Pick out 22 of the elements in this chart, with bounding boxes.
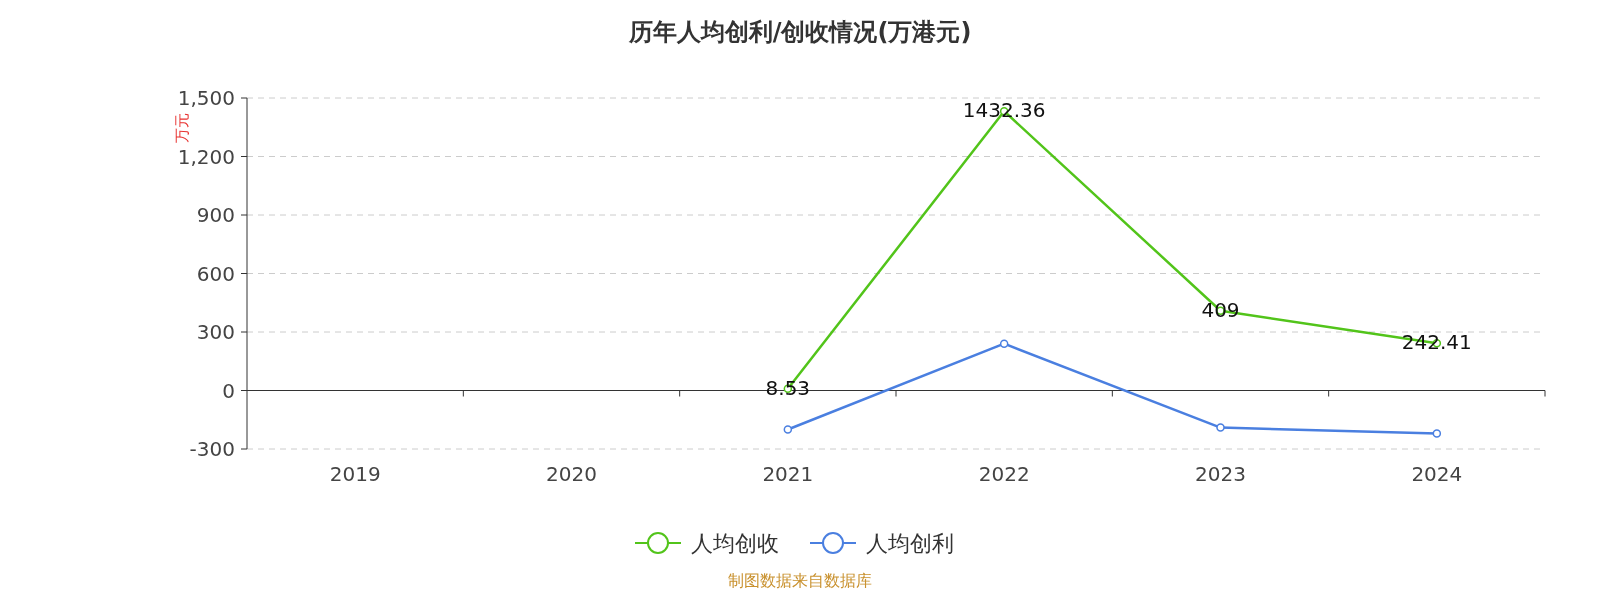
point bbox=[999, 339, 1009, 348]
x-tick-label: 2022 bbox=[978, 462, 1030, 486]
x-tick-label: 2023 bbox=[1195, 462, 1246, 486]
x-tick-label: 2019 bbox=[329, 462, 381, 486]
y-tick-label: 600 bbox=[196, 261, 235, 286]
x-tick-label: 2020 bbox=[546, 462, 597, 486]
y-tick-label: 900 bbox=[196, 203, 235, 227]
y-axis-title: 万元 bbox=[173, 113, 191, 143]
x-tick-label: 2024 bbox=[1411, 462, 1463, 486]
legend-label: 人均创利 bbox=[866, 530, 954, 556]
y-tick-label: 1,200 bbox=[177, 144, 235, 169]
chart-title: 历年人均创利/创收情况(万港元) bbox=[627, 18, 972, 46]
legend-label: 人均创收 bbox=[691, 530, 779, 556]
point bbox=[1216, 423, 1225, 432]
y-tick-label: 1,500 bbox=[177, 86, 235, 110]
y-tick-label: 0 bbox=[222, 378, 235, 403]
x-tick-label: 2021 bbox=[762, 462, 814, 486]
y-tick-label: -300 bbox=[189, 437, 235, 461]
point bbox=[1432, 429, 1442, 438]
y-tick-label: 300 bbox=[196, 320, 235, 344]
point bbox=[783, 425, 793, 434]
text: 制图数据来自数据库 bbox=[728, 571, 872, 590]
